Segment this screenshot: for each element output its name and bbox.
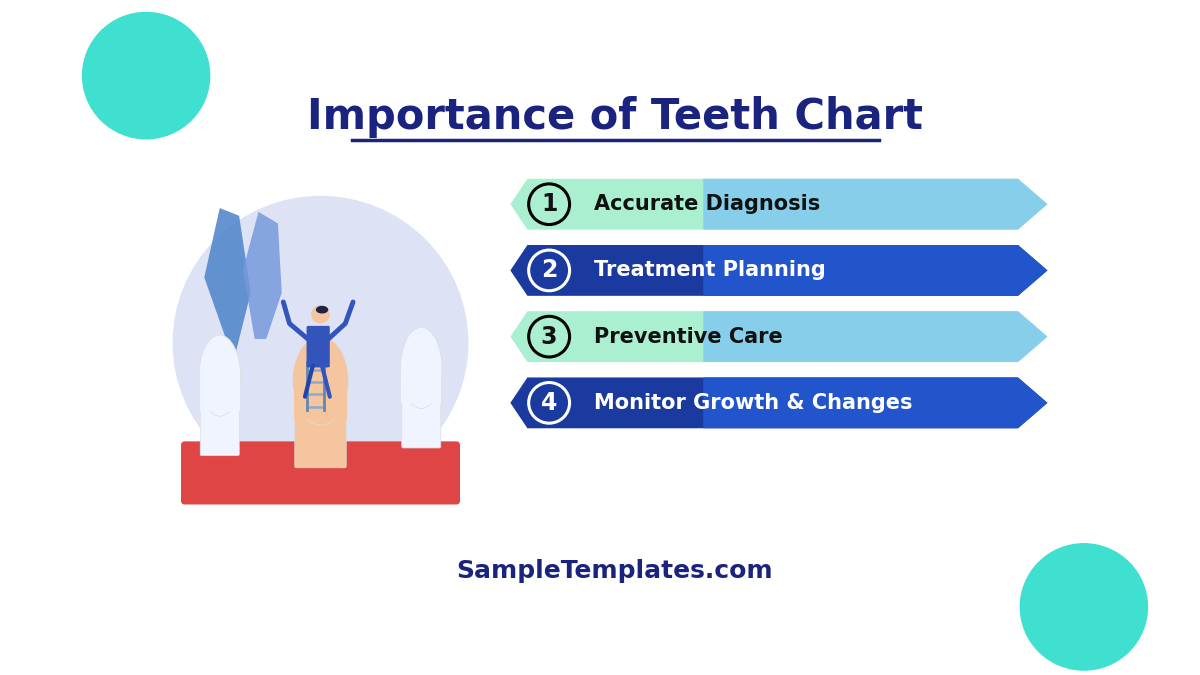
Polygon shape [703,311,1048,362]
Text: Preventive Care: Preventive Care [594,327,782,347]
Text: SampleTemplates.com: SampleTemplates.com [457,560,773,583]
Polygon shape [510,245,1048,296]
Polygon shape [703,377,1048,428]
Ellipse shape [293,337,348,425]
Text: Accurate Diagnosis: Accurate Diagnosis [594,194,821,214]
FancyBboxPatch shape [200,375,240,411]
FancyBboxPatch shape [200,403,239,456]
Text: Importance of Teeth Chart: Importance of Teeth Chart [307,97,923,138]
FancyBboxPatch shape [181,441,460,504]
Text: Monitor Growth & Changes: Monitor Growth & Changes [594,393,912,413]
Circle shape [83,12,210,139]
Polygon shape [242,212,282,339]
FancyBboxPatch shape [294,379,347,419]
FancyBboxPatch shape [295,410,347,468]
FancyBboxPatch shape [402,367,442,403]
Ellipse shape [316,306,329,314]
Polygon shape [204,208,251,354]
Text: 4: 4 [541,391,557,415]
Polygon shape [510,377,1048,428]
Polygon shape [703,179,1048,230]
FancyBboxPatch shape [306,326,330,367]
Circle shape [529,383,570,423]
Circle shape [173,196,468,489]
Circle shape [311,305,330,323]
Circle shape [529,184,570,225]
Circle shape [1020,544,1147,670]
Ellipse shape [199,335,240,416]
Text: 1: 1 [541,192,557,216]
Polygon shape [703,245,1048,296]
FancyBboxPatch shape [402,395,440,448]
Text: 2: 2 [541,259,557,282]
Circle shape [529,317,570,357]
Circle shape [529,250,570,291]
Text: 3: 3 [541,325,557,349]
Polygon shape [510,179,1048,230]
Ellipse shape [401,327,442,408]
Text: Treatment Planning: Treatment Planning [594,261,826,280]
Polygon shape [510,311,1048,362]
